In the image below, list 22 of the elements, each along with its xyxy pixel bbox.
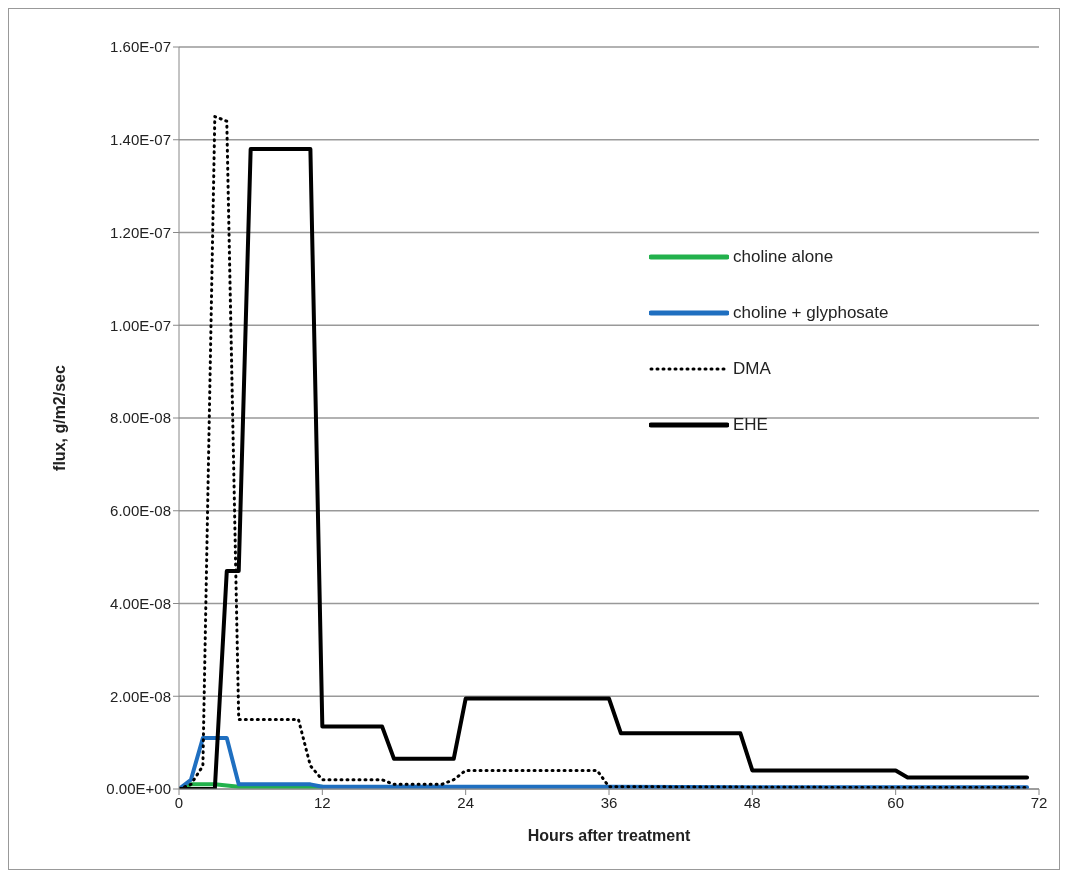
x-tick-label: 36 [600,793,618,811]
legend-label: DMA [733,359,771,379]
x-tick-label: 12 [313,793,331,811]
y-tick-label: 0.00E+00 [106,780,171,798]
legend-label: choline alone [733,247,834,267]
x-tick-label: 60 [887,793,905,811]
y-tick-label: 1.00E-07 [110,316,171,334]
y-tick-label: 8.00E-08 [110,409,171,427]
y-tick-label: 2.00E-08 [110,687,171,705]
y-axis-title: flux, g/m2/sec [50,364,68,471]
x-tick-label: 48 [743,793,761,811]
y-tick-label: 1.40E-07 [110,131,171,149]
x-axis-title: Hours after treatment [527,827,692,844]
x-tick-label: 24 [457,793,475,811]
x-tick-label: 72 [1030,793,1048,811]
y-tick-label: 1.20E-07 [110,223,171,241]
legend-label: EHE [733,415,768,435]
x-tick-label: 0 [174,793,184,811]
y-tick-label: 4.00E-08 [110,594,171,612]
legend-label: choline + glyphosate [733,303,889,323]
y-tick-label: 1.60E-07 [110,38,171,56]
y-tick-label: 6.00E-08 [110,502,171,520]
